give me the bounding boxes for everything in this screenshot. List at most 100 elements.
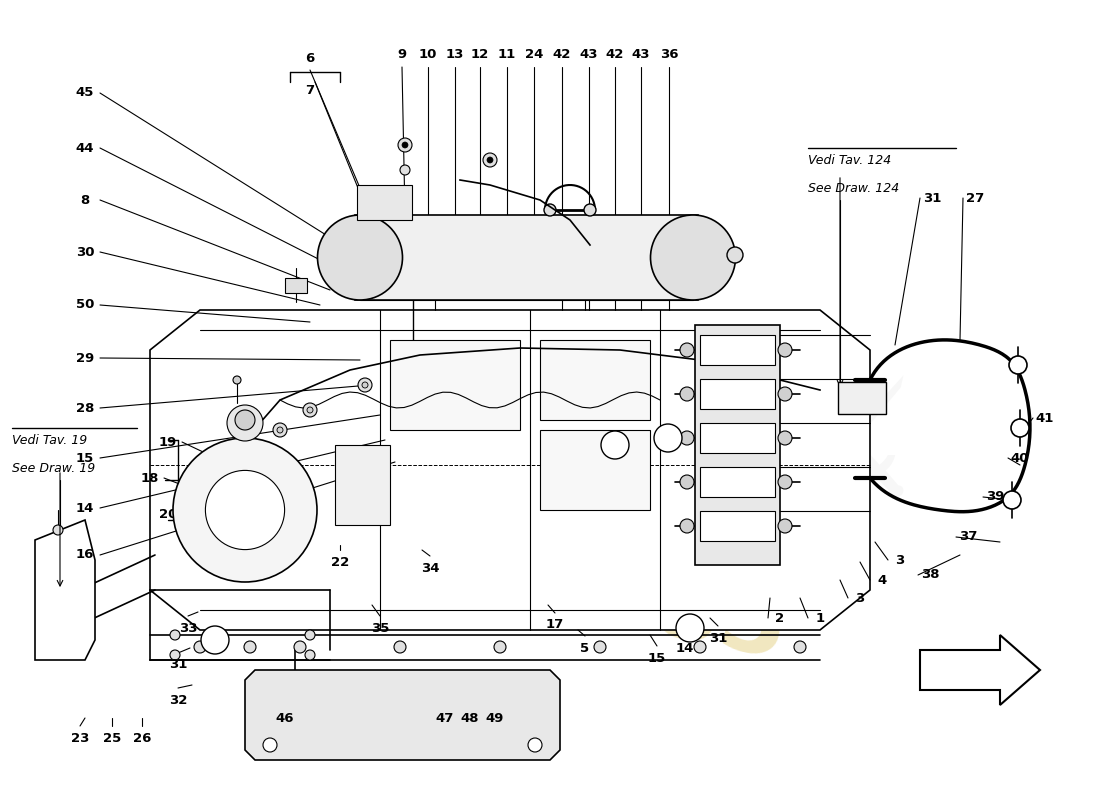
Text: 43: 43 (631, 49, 650, 62)
Circle shape (307, 407, 314, 413)
Circle shape (694, 641, 706, 653)
Circle shape (263, 738, 277, 752)
Text: 5: 5 (581, 642, 590, 654)
Polygon shape (245, 670, 560, 760)
Circle shape (778, 431, 792, 445)
Text: 23: 23 (70, 731, 89, 745)
Text: 16: 16 (76, 549, 95, 562)
Text: 45: 45 (76, 86, 95, 99)
Text: 21: 21 (268, 511, 287, 525)
Text: 3: 3 (856, 591, 865, 605)
Circle shape (1009, 356, 1027, 374)
Text: 24: 24 (243, 522, 261, 534)
Text: a passion for: a passion for (448, 526, 652, 594)
Text: 32: 32 (168, 694, 187, 706)
Text: 25: 25 (103, 731, 121, 745)
Text: 43: 43 (580, 49, 598, 62)
Circle shape (544, 204, 556, 216)
Circle shape (680, 431, 694, 445)
Text: 14: 14 (675, 642, 694, 654)
Circle shape (362, 382, 369, 388)
Circle shape (394, 641, 406, 653)
Circle shape (727, 247, 742, 263)
Circle shape (680, 343, 694, 357)
Circle shape (201, 626, 229, 654)
Text: 33: 33 (178, 622, 197, 634)
Circle shape (483, 153, 497, 167)
Text: 30: 30 (76, 246, 95, 258)
Bar (336, 445, 390, 525)
Text: 37: 37 (959, 530, 977, 543)
Text: 2: 2 (776, 611, 784, 625)
Text: 39: 39 (986, 490, 1004, 503)
Circle shape (305, 650, 315, 660)
Text: See Draw. 124: See Draw. 124 (808, 182, 900, 194)
Text: 35: 35 (371, 622, 389, 634)
Text: 34: 34 (420, 562, 439, 574)
Circle shape (358, 378, 372, 392)
Bar (838, 382, 886, 414)
Circle shape (227, 405, 263, 441)
Bar (358, 185, 412, 220)
Text: 49: 49 (486, 711, 504, 725)
Text: ⚔: ⚔ (776, 369, 925, 531)
Text: 31: 31 (168, 658, 187, 671)
Text: See Draw. 19: See Draw. 19 (12, 462, 96, 474)
Text: 18: 18 (141, 471, 160, 485)
Circle shape (305, 630, 315, 640)
Text: 46: 46 (276, 711, 295, 725)
Text: 47: 47 (436, 711, 454, 725)
Text: 24: 24 (525, 49, 543, 62)
Bar (695, 325, 780, 565)
Text: 11: 11 (498, 49, 516, 62)
Text: A: A (686, 623, 694, 633)
Circle shape (277, 427, 283, 433)
Circle shape (194, 641, 206, 653)
Text: A: A (211, 635, 219, 645)
Bar (285, 278, 307, 293)
Text: 12: 12 (471, 49, 490, 62)
Circle shape (584, 204, 596, 216)
Text: 36: 36 (660, 49, 679, 62)
Text: 44: 44 (76, 142, 95, 154)
Text: 31: 31 (708, 631, 727, 645)
Text: 7: 7 (306, 83, 315, 97)
Text: 20: 20 (158, 509, 177, 522)
Text: B: B (612, 440, 618, 450)
Circle shape (206, 470, 285, 550)
Bar (700, 379, 776, 409)
Circle shape (778, 387, 792, 401)
Bar (700, 335, 776, 365)
Text: 15: 15 (648, 651, 667, 665)
Text: 9: 9 (397, 49, 407, 62)
Polygon shape (150, 310, 870, 630)
Circle shape (294, 641, 306, 653)
Text: 3: 3 (895, 554, 904, 566)
Circle shape (53, 525, 63, 535)
Circle shape (778, 519, 792, 533)
Circle shape (778, 343, 792, 357)
Bar (700, 423, 776, 453)
Text: 29: 29 (76, 351, 95, 365)
Text: 38: 38 (921, 569, 939, 582)
Text: 27: 27 (966, 191, 984, 205)
Text: 40: 40 (1011, 451, 1030, 465)
Text: 6: 6 (306, 51, 315, 65)
Circle shape (170, 630, 180, 640)
Text: 48: 48 (461, 711, 480, 725)
Text: 19: 19 (158, 435, 177, 449)
Circle shape (528, 738, 542, 752)
Bar (355, 215, 698, 300)
Polygon shape (35, 520, 95, 660)
Text: 28: 28 (76, 402, 95, 414)
Text: 31: 31 (923, 191, 942, 205)
Bar (700, 467, 776, 497)
Text: 4: 4 (878, 574, 887, 586)
Text: Vedi Tav. 124: Vedi Tav. 124 (808, 154, 891, 166)
Text: B: B (664, 433, 672, 443)
Circle shape (233, 376, 241, 384)
Bar (540, 430, 650, 510)
Text: 41: 41 (1036, 411, 1054, 425)
Text: 50: 50 (76, 298, 95, 311)
Bar (540, 340, 650, 420)
